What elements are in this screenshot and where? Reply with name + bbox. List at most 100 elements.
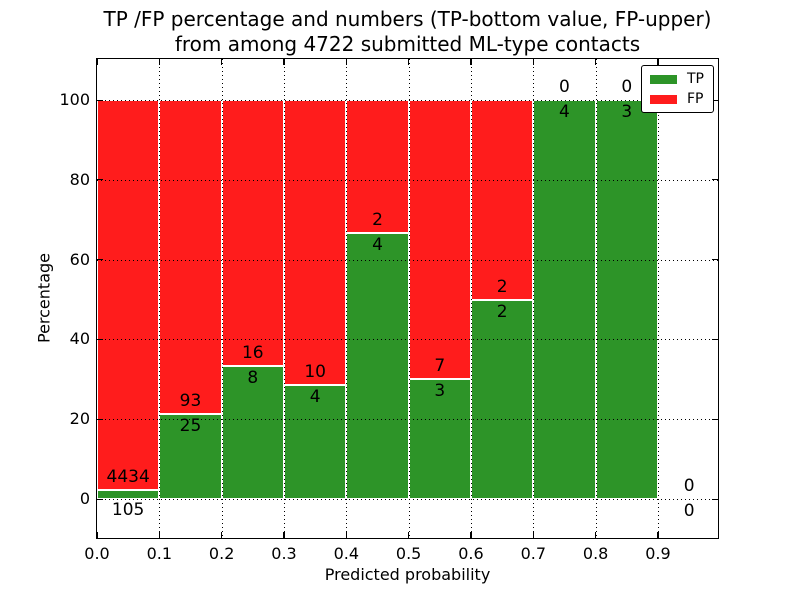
y-tick-mark-right (712, 498, 718, 500)
fp-count-label: 10 (304, 362, 326, 382)
fp-bar-segment (221, 100, 284, 366)
x-tick-mark-top (532, 59, 534, 65)
x-tick-mark-bottom (345, 532, 347, 538)
x-tick-mark-top (345, 59, 347, 65)
x-axis-label: Predicted probability (324, 565, 491, 584)
x-tick-label: 0.3 (271, 544, 297, 563)
vertical-gridline (533, 59, 535, 538)
x-tick-mark-bottom (595, 532, 597, 538)
horizontal-gridline (97, 499, 718, 500)
y-tick-label: 20 (69, 409, 90, 429)
x-tick-mark-top (283, 59, 285, 65)
y-tick-mark-right (712, 338, 718, 341)
horizontal-gridline (97, 100, 718, 101)
bars-layer (97, 59, 718, 538)
tp-count-label: 0 (683, 501, 695, 521)
y-tick-mark-left (97, 498, 103, 500)
y-tick-mark-right (712, 418, 718, 420)
x-tick-label: 0.8 (582, 544, 609, 563)
y-tick-mark-right (712, 99, 718, 101)
x-tick-mark-bottom (221, 532, 223, 538)
fp-count-label: 16 (241, 343, 264, 363)
vertical-gridline (159, 59, 161, 538)
y-tick-label: 40 (69, 329, 90, 349)
x-tick-mark-top (408, 59, 410, 65)
grid-layer (97, 59, 718, 538)
fp-bar-segment (346, 100, 409, 233)
fp-bar-segment (408, 100, 471, 380)
x-tick-mark-bottom (158, 532, 161, 538)
fp-bar-segment (159, 100, 222, 415)
x-tick-mark-bottom (96, 532, 98, 538)
x-tick-mark-bottom (657, 532, 659, 538)
x-tick-mark-bottom (470, 532, 472, 538)
x-tick-mark-bottom (532, 532, 534, 538)
tp-count-label: 3 (621, 102, 633, 122)
fp-count-label: 0 (621, 77, 633, 97)
y-tick-mark-left (97, 259, 103, 261)
tp-bar-segment (470, 299, 534, 499)
y-tick-label: 80 (69, 169, 90, 189)
fp-count-label: 7 (434, 356, 446, 377)
x-tick-mark-top (221, 59, 223, 65)
x-tick-label: 0.0 (84, 544, 110, 563)
y-tick-mark-right (712, 179, 718, 181)
x-tick-label: 0.4 (333, 544, 360, 563)
fp-bar-segment (283, 100, 347, 385)
x-tick-label: 0.5 (395, 544, 422, 563)
x-tick-mark-top (595, 59, 597, 65)
x-tick-mark-top (657, 59, 659, 65)
plot-area: 4434 105 93 25 16 8 10 4 2 4 7 3 2 2 0 4 0 3 0 0 TP FP (96, 58, 719, 539)
x-tick-label: 0.2 (208, 544, 235, 563)
tp-bar-segment (346, 233, 409, 499)
x-tick-mark-top (158, 59, 161, 65)
tp-count-label: 105 (111, 500, 145, 520)
y-tick-mark-left (97, 418, 103, 420)
horizontal-gridline (97, 179, 718, 181)
y-tick-label: 60 (69, 249, 90, 269)
tp-count-label: 2 (496, 301, 508, 322)
y-tick-mark-left (97, 99, 103, 101)
vertical-gridline (470, 59, 472, 538)
tp-color-swatch (650, 74, 677, 84)
horizontal-gridline (97, 259, 718, 261)
x-tick-mark-top (96, 59, 98, 65)
horizontal-gridline (97, 419, 718, 421)
tp-bar-segment (221, 366, 284, 499)
chart-title-line2: from among 4722 submitted ML-type contac… (174, 32, 641, 56)
fp-count-label: 4434 (106, 466, 150, 487)
vertical-gridline (346, 59, 348, 538)
fp-count-label: 0 (683, 476, 695, 496)
fp-color-swatch (650, 94, 677, 104)
tp-count-label: 4 (309, 387, 321, 407)
y-tick-mark-left (97, 338, 103, 341)
fp-count-label: 2 (496, 276, 508, 297)
x-tick-mark-bottom (408, 532, 410, 538)
vertical-gridline (595, 59, 597, 538)
tp-count-label: 4 (559, 102, 570, 122)
vertical-gridline (657, 59, 659, 538)
legend: TP FP (641, 65, 714, 113)
fp-bar-segment (470, 100, 534, 300)
x-tick-mark-bottom (283, 532, 285, 538)
tp-count-label: 8 (247, 368, 259, 388)
fp-count-label: 2 (372, 210, 383, 230)
tp-count-label: 3 (434, 381, 446, 402)
tick-marks-layer (96, 59, 718, 538)
legend-label-fp: FP (687, 91, 704, 107)
x-tick-label: 0.7 (520, 544, 547, 563)
tp-count-label: 25 (179, 416, 202, 437)
x-tick-label: 0.9 (645, 544, 671, 563)
vertical-gridline (221, 59, 223, 538)
y-tick-mark-right (712, 259, 718, 261)
tp-count-label: 4 (372, 235, 383, 255)
chart-title-line1: TP /FP percentage and numbers (TP-bottom… (103, 7, 712, 31)
fp-bar-segment (97, 100, 160, 490)
tp-bar-segment (97, 489, 160, 499)
x-tick-label: 0.1 (146, 544, 173, 563)
vertical-gridline (408, 59, 410, 538)
fp-count-label: 0 (559, 77, 570, 97)
legend-entry-fp: FP (650, 92, 704, 106)
x-tick-mark-top (470, 59, 472, 65)
